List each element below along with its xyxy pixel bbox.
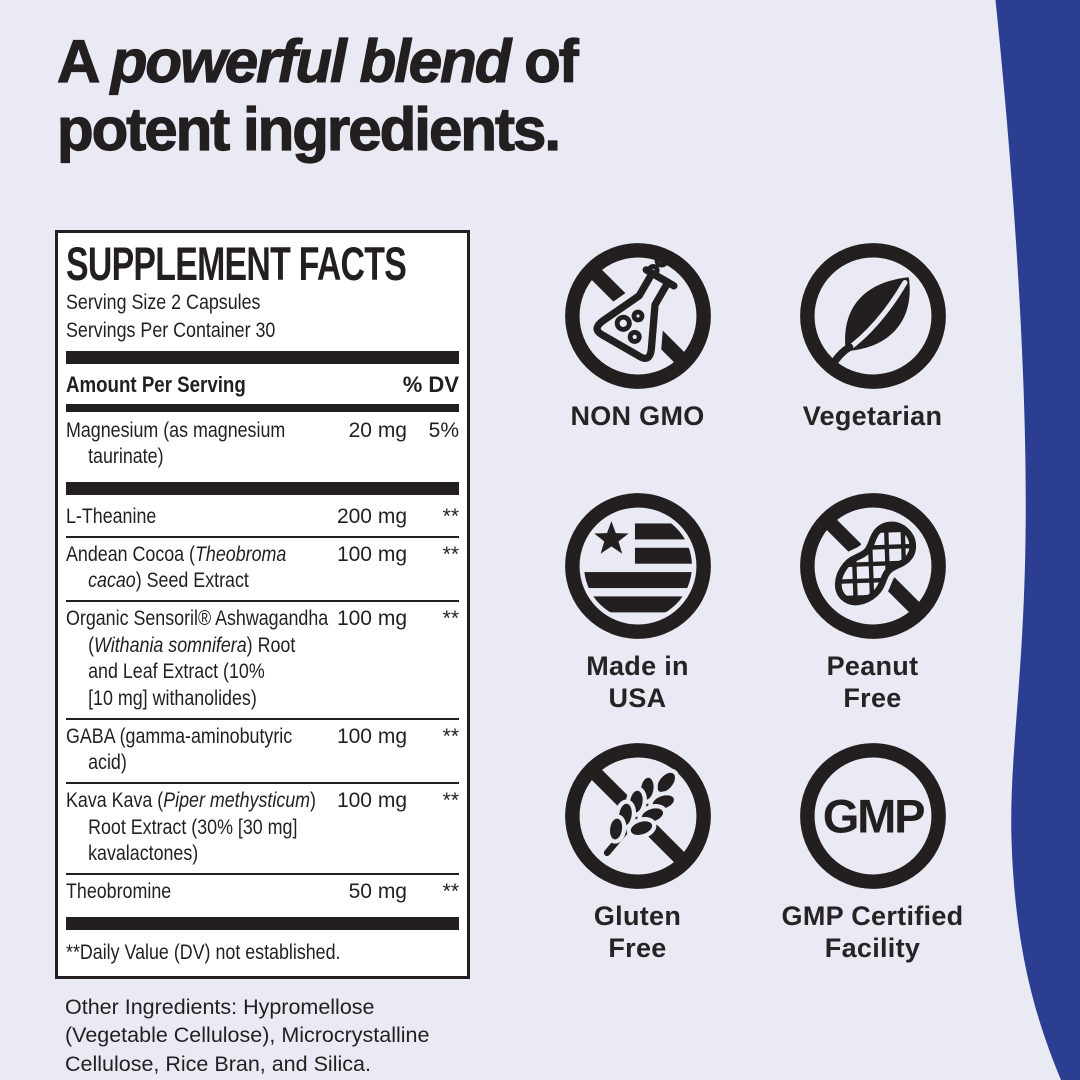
badge-peanut-free: Peanut Free [755,490,990,740]
supplement-facts-box: SUPPLEMENT FACTS Serving Size 2 Capsules… [55,230,470,979]
headline: A powerful blend of potent ingredients. [56,27,579,164]
amount-value: 100 mg [336,788,407,812]
badge-grid: NON GMO Vegetarian [520,240,990,990]
made-in-usa-flag-icon [564,493,711,639]
amount-value: 100 mg [336,542,407,566]
dv-value: ** [442,505,459,529]
dv-footnote: **Daily Value (DV) not established. [66,940,341,964]
divider-bar-thick [66,350,459,364]
row-divider [66,872,459,875]
dv-value: ** [442,724,459,748]
badge-gluten-free: Gluten Free [520,740,755,990]
gmp-icon-text: GMP [822,790,923,843]
amount-value: 20 mg [348,418,407,442]
row-divider [66,717,459,720]
badge-label: GMP Certified Facility [781,901,964,963]
servings-per-container: Servings Per Container 30 [66,318,276,342]
divider-bar-slim [66,403,459,412]
row-divider [66,535,459,538]
row-divider [66,781,459,784]
supplement-row: Organic Sensoril® Ashwagandha (Withania s… [66,607,459,710]
dv-value: 5% [428,418,459,442]
row-divider [66,482,459,496]
supplement-row: Theobromine 50 mg ** [66,875,459,911]
badge-label: Gluten Free [593,901,682,963]
headline-emphasis: powerful blend [110,27,512,95]
badge-label: Vegetarian [802,401,943,431]
supplement-row: GABA (gamma-aminobutyric acid) 100 mg ** [66,724,459,775]
vegetarian-leaf-icon [799,243,946,389]
row-divider [66,600,459,602]
amount-per-serving-header: Amount Per Serving [66,371,246,397]
peanut-free-icon [799,493,946,639]
amount-value: 200 mg [336,505,407,529]
dv-value: ** [442,788,459,812]
badge-label: NON GMO [570,401,705,431]
amount-value: 100 mg [336,607,407,630]
ingredient-rows: Magnesium (as magnesium taurinate) 20 mg 5%… [66,414,459,930]
dv-value: ** [442,542,459,566]
headline-suffix: of [509,27,579,95]
supplement-row: Magnesium (as magnesium taurinate) 20 mg 5% [66,418,459,469]
headline-prefix: A [56,27,111,95]
other-ingredients: Other Ingredients: Hypromellose (Vegetab… [65,994,430,1077]
supplement-facts-title: SUPPLEMENT FACTS [66,237,407,290]
headline-line-2: potent ingredients. [56,95,561,163]
badge-non-gmo: NON GMO [520,240,755,490]
badge-made-in-usa: Made in USA [520,490,755,740]
supplement-panel: SUPPLEMENT FACTS Serving Size 2 Capsules… [55,230,470,1079]
badge-label: Peanut Free [826,651,919,713]
badge-label: Made in USA [586,651,689,713]
gluten-free-wheat-icon [564,743,711,889]
percent-dv-header: % DV [402,371,459,397]
dv-value: ** [442,879,459,903]
dv-value: ** [442,607,459,630]
amount-value: 50 mg [348,879,407,903]
non-gmo-flask-icon [564,243,711,389]
supplement-row: Kava Kava (Piper methysticum) Root Extrac… [66,788,459,866]
supplement-row: L-Theanine 200 mg ** [66,500,459,536]
row-divider [66,916,459,930]
badge-vegetarian: Vegetarian [755,240,990,490]
headline-line-1: A powerful blend of [56,27,579,96]
gmp-certified-icon: GMP [799,743,946,889]
badge-gmp: GMP GMP Certified Facility [755,740,990,990]
column-headers: Amount Per Serving % DV [66,369,459,400]
amount-value: 100 mg [336,724,407,748]
serving-size: Serving Size 2 Capsules [66,290,261,314]
supplement-row: Andean Cocoa (Theobroma cacao) Seed Extra… [66,542,459,593]
